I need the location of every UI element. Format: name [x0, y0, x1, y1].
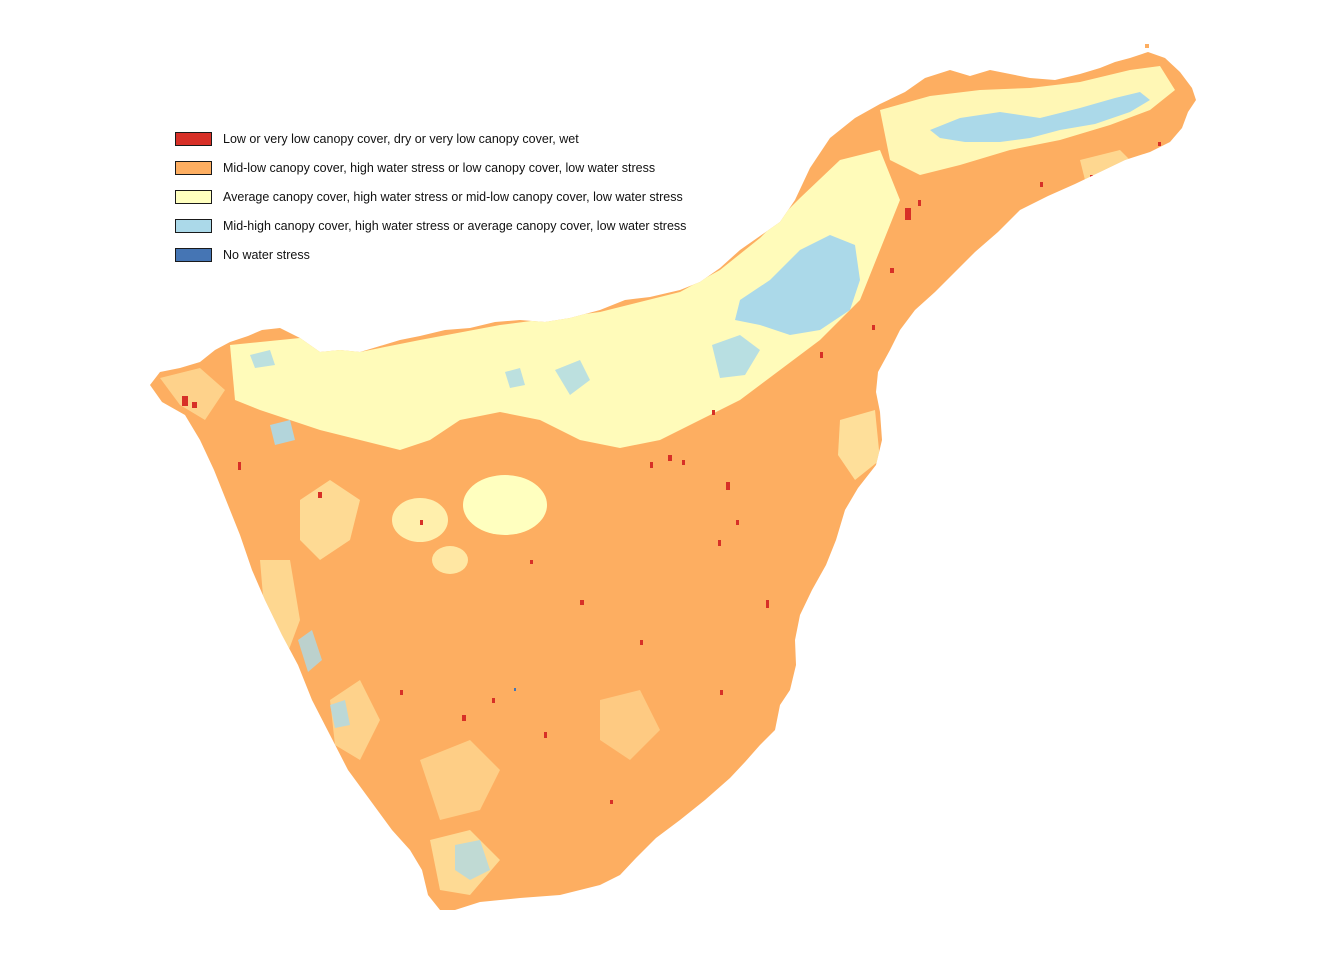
legend-label: Mid-high canopy cover, high water stress… [223, 218, 687, 233]
legend-label: Mid-low canopy cover, high water stress … [223, 160, 656, 175]
legend-swatch-red [175, 131, 212, 146]
legend-item-no-water-stress: No water stress [175, 240, 686, 269]
legend-item-mid-low-canopy: Mid-low canopy cover, high water stress … [175, 153, 686, 182]
legend-label: No water stress [223, 247, 310, 262]
zone-mid-high-canopy [250, 92, 1150, 880]
zone-no-water-stress [514, 688, 516, 691]
legend-item-average-canopy: Average canopy cover, high water stress … [175, 182, 686, 211]
map-legend: Low or very low canopy cover, dry or ver… [175, 124, 686, 269]
legend-swatch-light-blue [175, 218, 212, 233]
legend-label: Average canopy cover, high water stress … [223, 189, 683, 204]
legend-item-mid-high-canopy: Mid-high canopy cover, high water stress… [175, 211, 686, 240]
legend-swatch-blue [175, 247, 212, 262]
islet [1145, 44, 1149, 48]
legend-swatch-orange [175, 160, 212, 175]
legend-label: Low or very low canopy cover, dry or ver… [223, 131, 579, 146]
legend-item-low-canopy: Low or very low canopy cover, dry or ver… [175, 124, 686, 153]
legend-swatch-yellow [175, 189, 212, 204]
